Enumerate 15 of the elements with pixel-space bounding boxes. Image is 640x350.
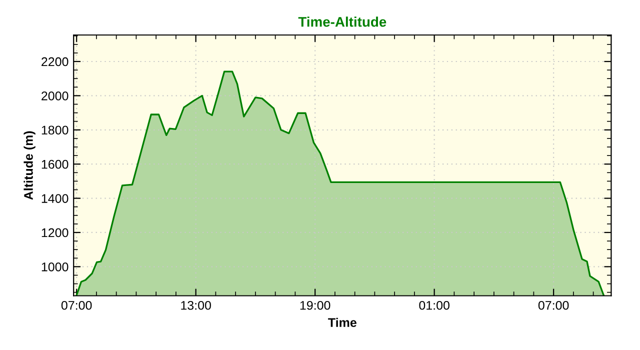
x-axis-title: Time	[328, 318, 356, 327]
y-tick-label: 1400	[42, 194, 68, 203]
y-tick-label: 2000	[42, 92, 68, 100]
x-tick-label: 07:00	[61, 300, 92, 310]
x-tick-label: 13:00	[181, 300, 211, 310]
y-tick-label: 2200	[42, 57, 68, 66]
chart-title: Time-Altitude	[298, 16, 386, 27]
y-tick-label: 1600	[42, 160, 68, 169]
x-tick-label: 01:00	[419, 300, 450, 310]
y-tick-label: 1800	[42, 126, 68, 135]
x-tick-label: 19:00	[300, 300, 330, 310]
y-tick-label: 1200	[42, 228, 68, 238]
y-axis-title: Altitude (m)	[24, 131, 36, 200]
y-tick-label: 1000	[42, 262, 68, 272]
x-tick-label: 07:00	[538, 300, 569, 310]
